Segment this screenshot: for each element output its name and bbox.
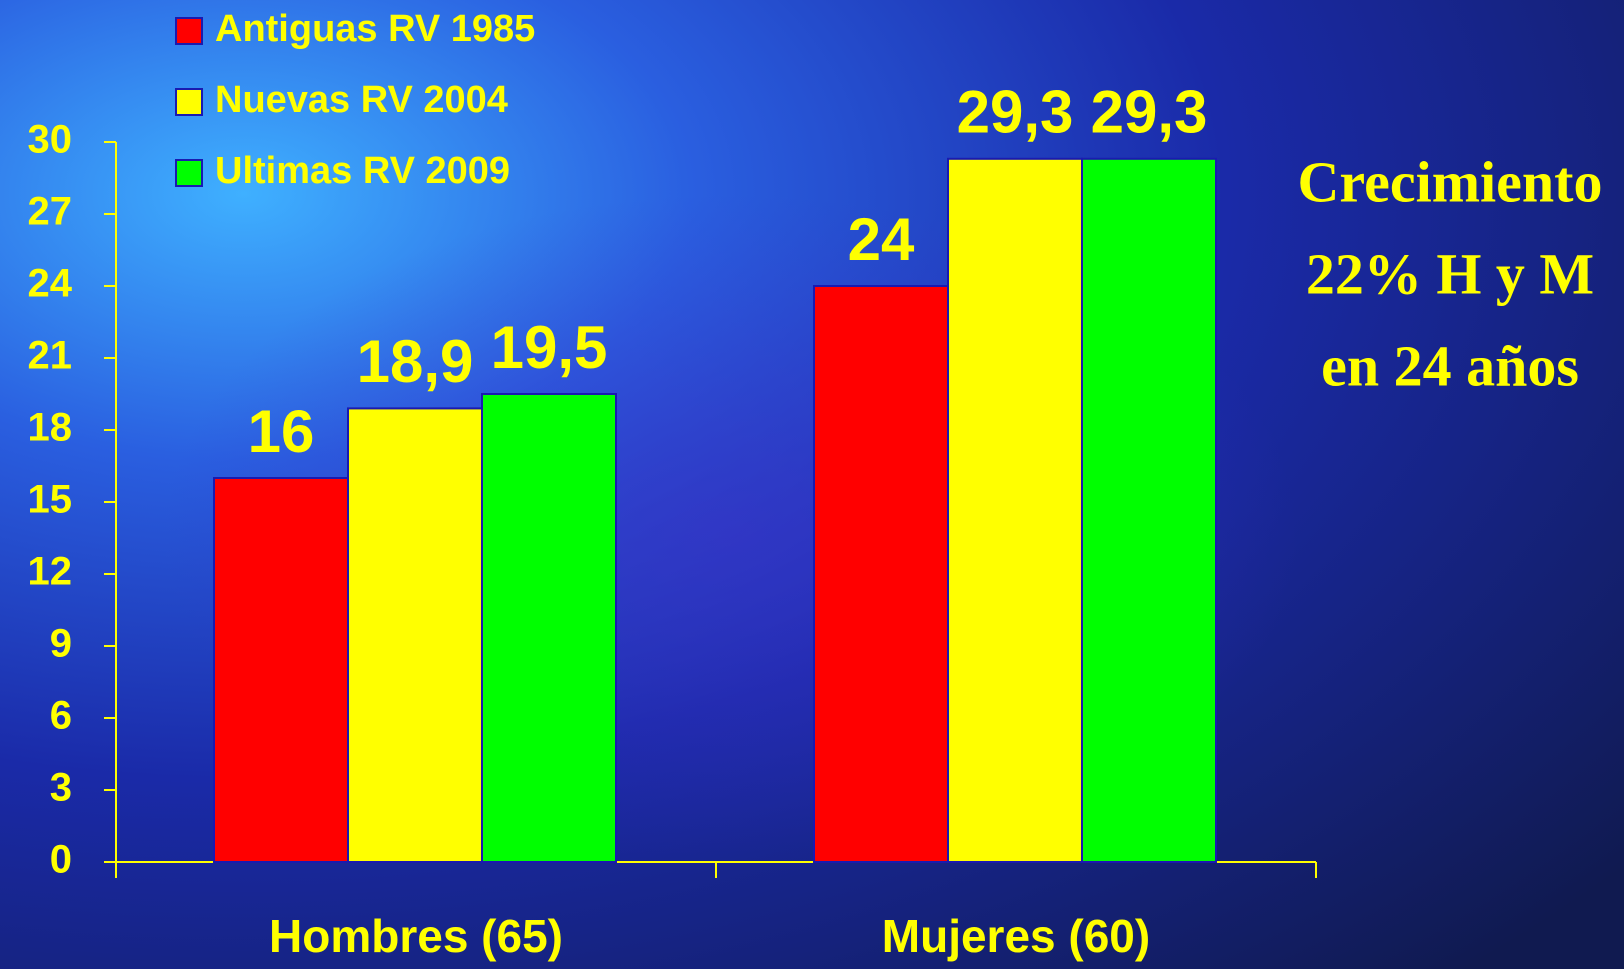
legend-swatch — [175, 159, 203, 187]
x-tick-label: Mujeres (60) — [882, 910, 1150, 962]
legend-swatch — [175, 17, 203, 45]
bar — [213, 477, 349, 863]
value-label: 18,9 — [357, 328, 474, 395]
y-tick-label: 30 — [28, 118, 73, 162]
annotation: en 24 años — [1321, 333, 1579, 398]
value-label: 19,5 — [491, 314, 608, 381]
x-tick-label: Hombres (65) — [269, 910, 563, 962]
y-tick-label: 6 — [50, 694, 72, 738]
bar — [813, 285, 949, 863]
value-label: 16 — [248, 398, 315, 465]
value-label: 29,3 — [1091, 79, 1208, 146]
y-tick-label: 18 — [28, 406, 73, 450]
value-label: 29,3 — [957, 79, 1074, 146]
y-tick-label: 21 — [28, 334, 73, 378]
legend-swatch — [175, 88, 203, 116]
y-tick-label: 12 — [28, 550, 73, 594]
bar — [947, 157, 1083, 864]
bar — [347, 407, 483, 863]
y-tick-label: 0 — [50, 838, 72, 882]
annotation: 22% H y M — [1306, 241, 1594, 306]
annotation: Crecimiento — [1298, 149, 1603, 214]
bar — [481, 393, 617, 863]
bar — [1081, 157, 1217, 864]
y-tick-label: 15 — [28, 478, 73, 522]
y-tick-label: 9 — [50, 622, 72, 666]
legend-label: Ultimas RV 2009 — [215, 150, 510, 192]
legend-label: Nuevas RV 2004 — [215, 79, 508, 121]
y-tick-label: 24 — [28, 262, 73, 306]
y-tick-label: 3 — [50, 766, 72, 810]
value-label: 24 — [848, 206, 915, 273]
y-tick-label: 27 — [28, 190, 73, 234]
legend-label: Antiguas RV 1985 — [215, 8, 535, 50]
